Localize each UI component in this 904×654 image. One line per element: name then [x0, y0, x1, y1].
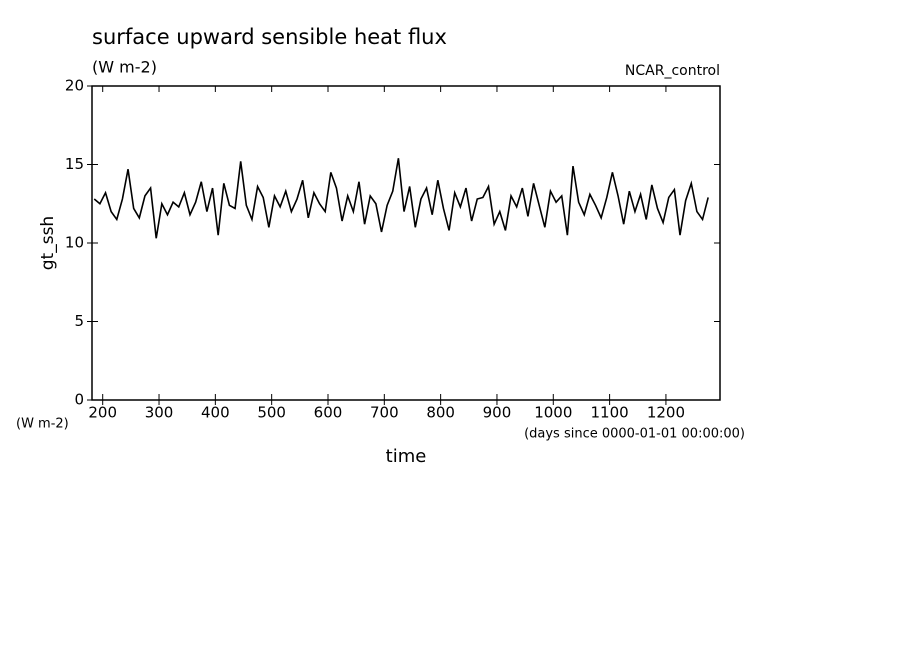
y-tick-label: 20 [65, 77, 84, 95]
x-axis-label: time [386, 446, 427, 467]
data-line [93, 158, 709, 239]
y-tick-label: 10 [65, 234, 84, 252]
y-tick-label: 15 [65, 155, 84, 173]
x-tick-label: 700 [370, 404, 399, 422]
chart-title: surface upward sensible heat flux [92, 25, 447, 49]
x-tick-label: 500 [257, 404, 286, 422]
x-tick-label: 1200 [647, 404, 685, 422]
y-tick-label: 5 [74, 312, 84, 330]
x-tick-label: 1000 [534, 404, 572, 422]
y-axis-label: gt_ssh [38, 216, 58, 270]
series-name: NCAR_control [625, 63, 720, 79]
x-axis-units: (days since 0000-01-01 00:00:00) [524, 427, 745, 442]
x-tick-label: 400 [201, 404, 230, 422]
x-tick-label: 600 [314, 404, 343, 422]
plot-frame [91, 85, 721, 401]
x-tick-label: 300 [145, 404, 174, 422]
y-tick-label: 0 [74, 391, 84, 409]
x-tick-label: 800 [426, 404, 455, 422]
x-tick-label: 1100 [591, 404, 629, 422]
y-axis-units: (W m-2) [16, 417, 69, 432]
x-tick-label: 900 [483, 404, 512, 422]
x-tick-label: 200 [88, 404, 117, 422]
chart-subtitle: (W m-2) [92, 58, 157, 77]
